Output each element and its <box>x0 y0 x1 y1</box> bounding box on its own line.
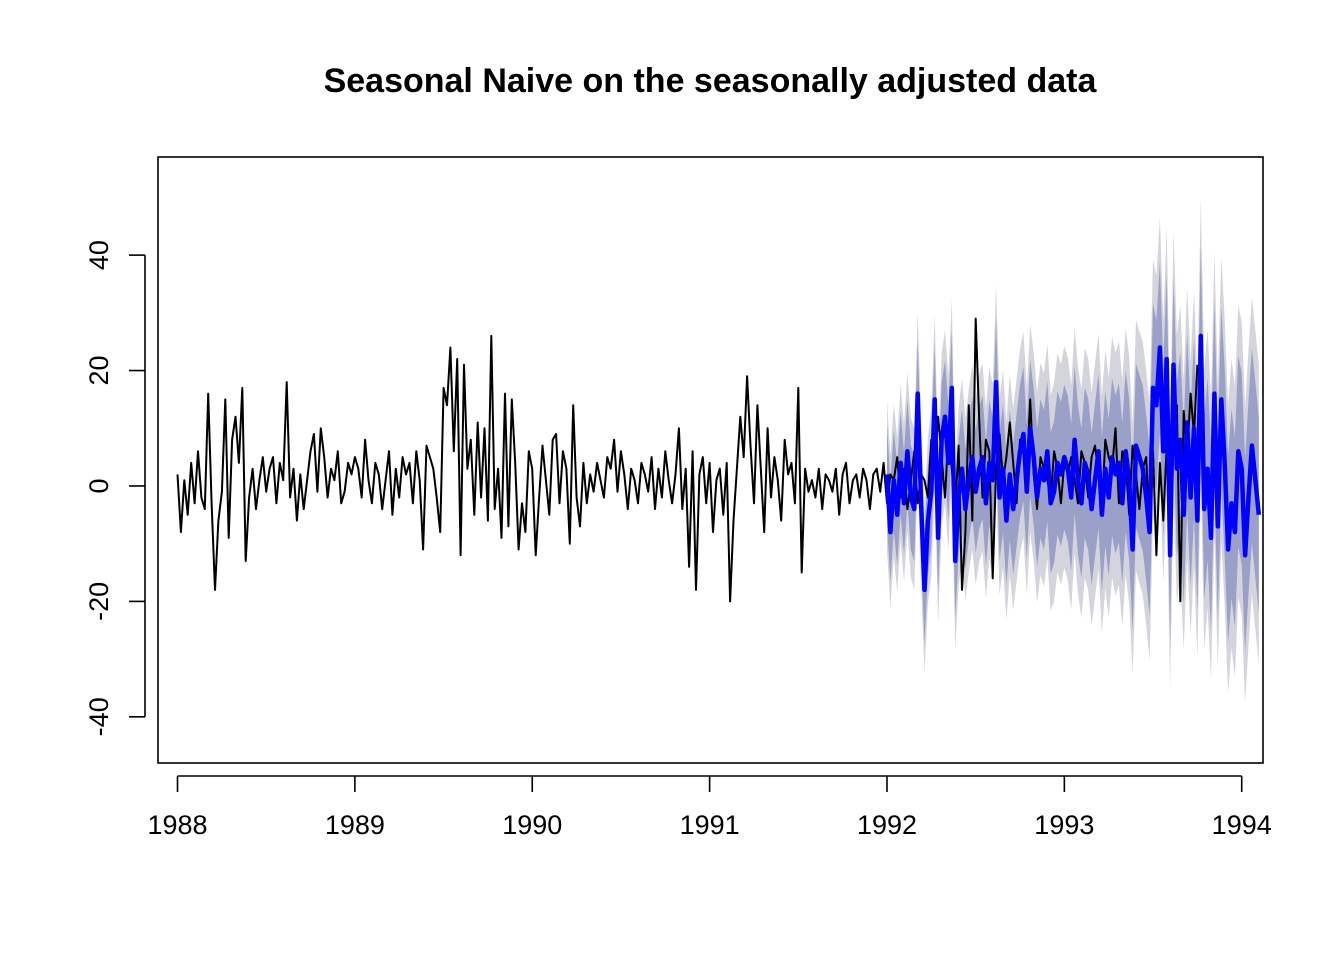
chart-title: Seasonal Naive on the seasonally adjuste… <box>324 62 1098 100</box>
x-tick-label: 1990 <box>502 810 562 840</box>
x-tick-label: 1989 <box>325 810 385 840</box>
y-tick-label: -20 <box>84 582 114 621</box>
y-tick-label: -40 <box>84 697 114 736</box>
x-tick-label: 1993 <box>1034 810 1094 840</box>
plot-frame <box>157 156 1264 764</box>
x-axis: 1988 1989 1990 1991 1992 1993 1994 <box>147 775 1272 840</box>
y-tick-label: 40 <box>84 240 114 270</box>
y-tick-label: 20 <box>84 355 114 385</box>
x-tick-label: 1991 <box>680 810 740 840</box>
series-lines <box>176 317 1262 603</box>
x-tick-label: 1988 <box>147 810 207 840</box>
forecast-line <box>884 333 1262 593</box>
x-tick-label: 1994 <box>1212 810 1272 840</box>
y-tick-label: 0 <box>84 478 114 493</box>
y-axis: -40 -20 0 20 40 <box>84 240 146 736</box>
x-tick-label: 1992 <box>857 810 917 840</box>
